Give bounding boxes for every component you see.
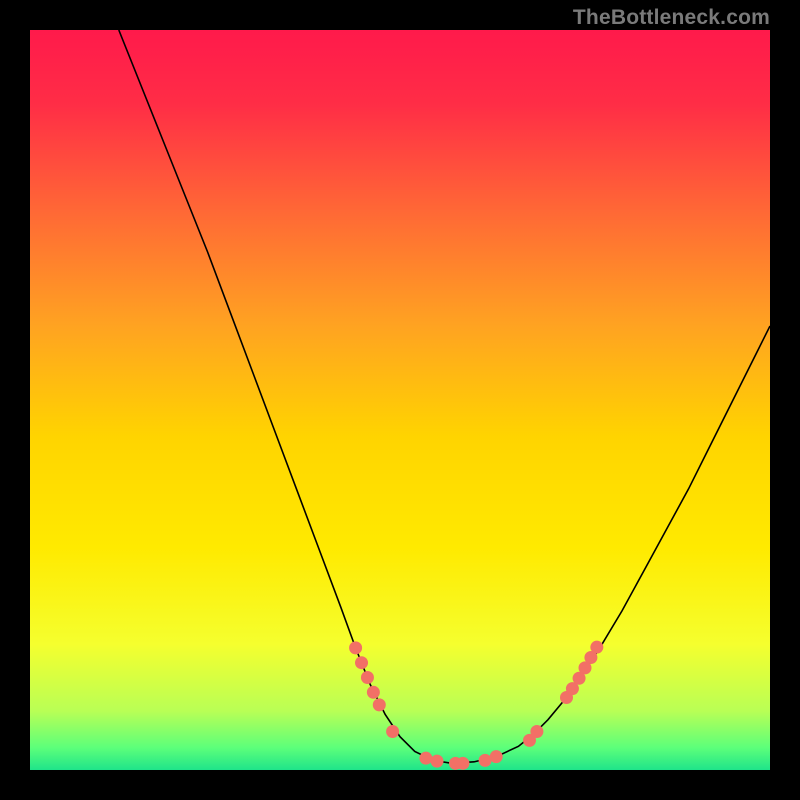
- bottleneck-curve-chart: [30, 30, 770, 770]
- curve-marker: [490, 750, 503, 763]
- curve-marker: [479, 754, 492, 767]
- chart-background: [30, 30, 770, 770]
- curve-marker: [349, 641, 362, 654]
- curve-marker: [419, 752, 432, 765]
- curve-marker: [530, 725, 543, 738]
- curve-marker: [590, 641, 603, 654]
- curve-marker: [456, 757, 469, 770]
- watermark-text: TheBottleneck.com: [573, 6, 770, 30]
- curve-marker: [367, 686, 380, 699]
- curve-marker: [431, 755, 444, 768]
- curve-marker: [386, 725, 399, 738]
- curve-marker: [373, 698, 386, 711]
- curve-marker: [355, 656, 368, 669]
- curve-marker: [361, 671, 374, 684]
